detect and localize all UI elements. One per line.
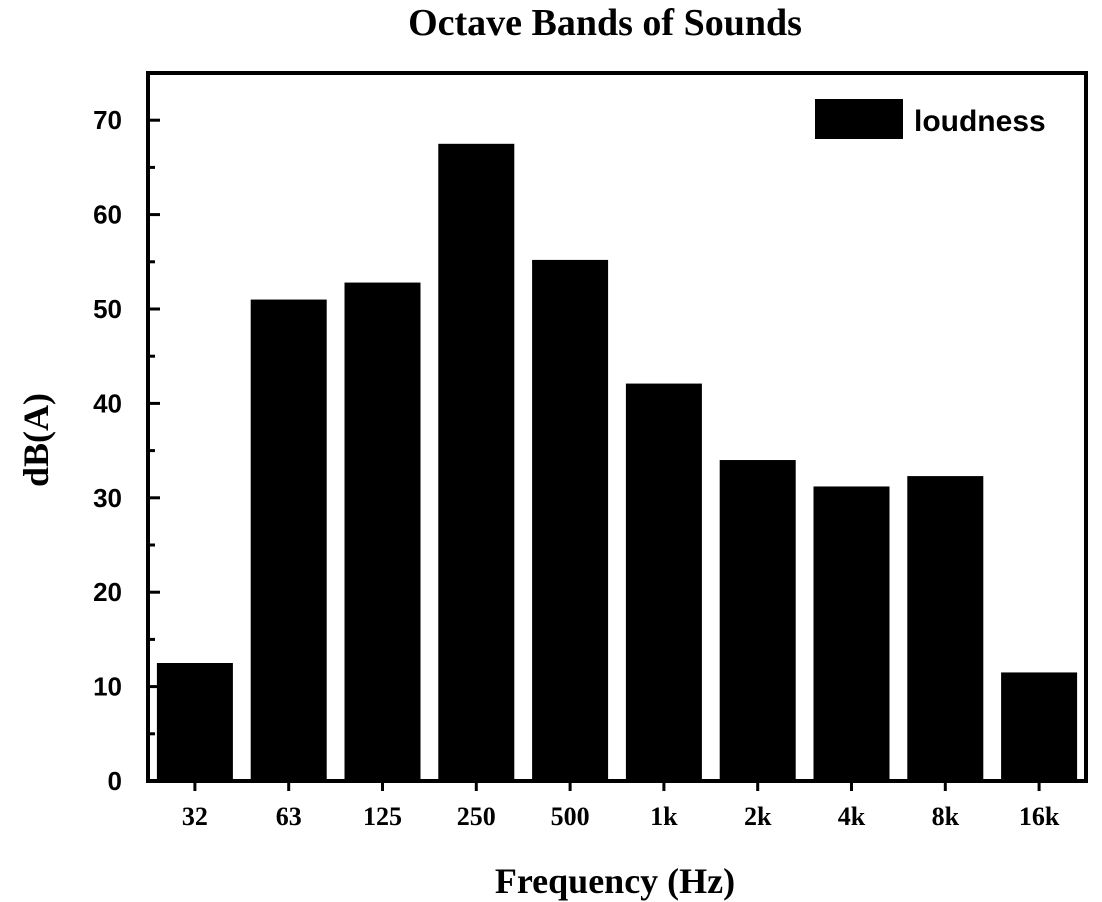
plot-frame: [146, 71, 1088, 783]
x-tick-label: 250: [457, 802, 496, 831]
x-tick-label: 16k: [1019, 802, 1060, 831]
y-tick-label: 30: [93, 483, 122, 513]
x-axis-title: Frequency (Hz): [495, 861, 735, 901]
y-axis-title: dB(A): [16, 393, 56, 487]
legend-label: loudness: [914, 105, 1046, 138]
y-tick-label: 20: [93, 577, 122, 607]
bars-group: [156, 143, 1078, 782]
y-tick-label: 40: [93, 388, 122, 418]
bar-63: [250, 299, 327, 781]
x-axis: 32 63 125 250 500 1k 2k 4k 8k 16k: [182, 781, 1060, 831]
x-tick-label: 63: [276, 802, 302, 831]
bar-125: [344, 282, 421, 781]
x-tick-label: 8k: [932, 802, 960, 831]
x-tick-label: 4k: [838, 802, 866, 831]
bar-1k: [625, 383, 702, 781]
x-tick-label: 2k: [744, 802, 772, 831]
bar-8k: [907, 476, 984, 781]
chart-title: Octave Bands of Sounds: [408, 2, 802, 44]
y-tick-label: 60: [93, 200, 122, 230]
y-tick-label: 0: [108, 766, 122, 796]
x-tick-label: 500: [551, 802, 590, 831]
bar-32: [156, 663, 233, 781]
y-tick-label: 50: [93, 294, 122, 324]
bar-16k: [1001, 672, 1078, 781]
y-tick-label: 70: [93, 105, 122, 135]
bar-2k: [719, 460, 796, 781]
bar-500: [532, 259, 609, 781]
x-tick-label: 1k: [650, 802, 678, 831]
bar-4k: [813, 486, 890, 781]
bar-250: [438, 143, 515, 782]
legend-swatch: [815, 99, 903, 139]
legend: loudness: [815, 99, 1046, 139]
x-tick-label: 125: [363, 802, 402, 831]
x-tick-label: 32: [182, 802, 208, 831]
y-tick-label: 10: [93, 672, 122, 702]
